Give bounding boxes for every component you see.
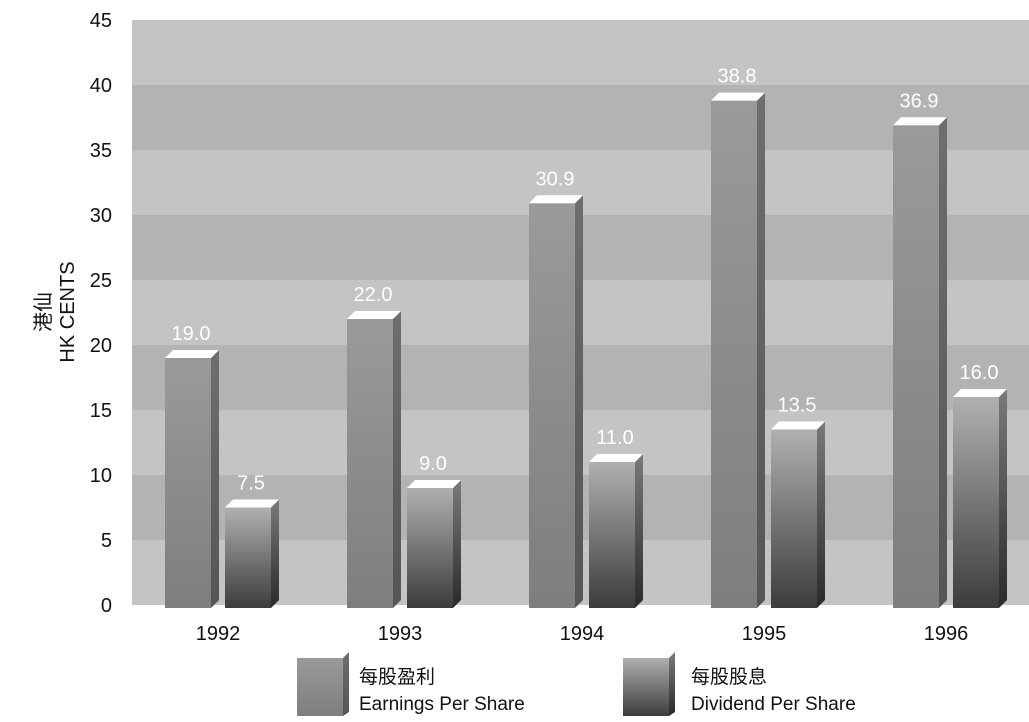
x-axis-ticks: 1992 1993 1994 1995 1996 bbox=[196, 623, 969, 645]
y-tick-label: 45 bbox=[90, 10, 112, 32]
bar-top bbox=[711, 92, 765, 101]
y-tick-label: 0 bbox=[101, 595, 112, 617]
y-tick-label: 5 bbox=[101, 530, 112, 552]
bar-side bbox=[453, 480, 461, 608]
y-tick-label: 40 bbox=[90, 75, 112, 97]
y-axis-label-en: HK CENTS bbox=[57, 261, 79, 362]
legend-swatch-eps-side bbox=[343, 652, 349, 716]
bar bbox=[893, 125, 939, 609]
bar-side bbox=[757, 92, 765, 609]
bar-side bbox=[939, 117, 947, 609]
y-axis-ticks: 0 5 10 15 20 25 30 35 40 45 bbox=[90, 10, 112, 617]
legend-item-dps: 每股股息 Dividend Per Share bbox=[623, 652, 856, 716]
bar bbox=[529, 203, 575, 609]
y-tick-label: 10 bbox=[90, 465, 112, 487]
x-tick-label: 1993 bbox=[378, 623, 423, 645]
bar bbox=[953, 397, 999, 608]
bar-side bbox=[211, 350, 219, 608]
data-label: 13.5 bbox=[778, 395, 817, 417]
grid-band bbox=[132, 20, 1029, 85]
data-label: 7.5 bbox=[237, 473, 265, 495]
data-label: 30.9 bbox=[536, 168, 575, 190]
grid-band bbox=[132, 85, 1029, 150]
bar bbox=[347, 319, 393, 608]
y-tick-label: 35 bbox=[90, 140, 112, 162]
bar-top bbox=[589, 454, 643, 462]
legend-label-eps-en: Earnings Per Share bbox=[359, 694, 525, 715]
bar bbox=[407, 488, 453, 608]
bar-side bbox=[575, 195, 583, 609]
bar-side bbox=[393, 311, 401, 608]
y-tick-label: 30 bbox=[90, 205, 112, 227]
bar-top bbox=[407, 480, 461, 488]
bar-side bbox=[635, 454, 643, 608]
bar-side bbox=[999, 389, 1007, 608]
bar bbox=[771, 429, 817, 608]
y-tick-label: 15 bbox=[90, 400, 112, 422]
legend-swatch-dps-side bbox=[669, 652, 675, 716]
bar-top bbox=[225, 499, 279, 508]
data-label: 19.0 bbox=[172, 323, 211, 345]
bar-top bbox=[771, 421, 825, 430]
legend-swatch-dps bbox=[623, 658, 669, 716]
bar-side bbox=[271, 499, 279, 608]
x-tick-label: 1992 bbox=[196, 623, 241, 645]
legend: 每股盈利 Earnings Per Share 每股股息 Dividend Pe… bbox=[297, 652, 856, 716]
data-label: 36.9 bbox=[900, 90, 939, 112]
data-label: 16.0 bbox=[960, 362, 999, 384]
bar bbox=[165, 358, 211, 608]
bars: 19.0 7.5 22.0 9.0 30.9 11.0 38.8 13.5 36.9 16.0 bbox=[165, 66, 1007, 609]
x-tick-label: 1995 bbox=[742, 623, 787, 645]
bar-top bbox=[529, 195, 583, 204]
data-label: 38.8 bbox=[718, 66, 757, 88]
legend-swatch-eps bbox=[297, 658, 343, 716]
bar-top bbox=[165, 350, 219, 358]
legend-label-dps-en: Dividend Per Share bbox=[691, 694, 856, 715]
data-label: 9.0 bbox=[419, 453, 447, 475]
bar-top bbox=[893, 117, 947, 126]
x-tick-label: 1994 bbox=[560, 623, 605, 645]
y-axis-label: 港仙 HK CENTS bbox=[32, 261, 79, 362]
y-tick-label: 20 bbox=[90, 335, 112, 357]
legend-item-eps: 每股盈利 Earnings Per Share bbox=[297, 652, 525, 716]
y-tick-label: 25 bbox=[90, 270, 112, 292]
data-label: 11.0 bbox=[596, 427, 633, 449]
bar-top bbox=[347, 311, 401, 319]
x-tick-label: 1996 bbox=[924, 623, 969, 645]
bar bbox=[711, 100, 757, 608]
bar bbox=[225, 507, 271, 608]
legend-label-eps-zh: 每股盈利 bbox=[359, 666, 435, 688]
y-axis-label-zh: 港仙 bbox=[32, 292, 55, 332]
bar-top bbox=[953, 389, 1007, 397]
data-label: 22.0 bbox=[354, 284, 393, 306]
legend-label-dps-zh: 每股股息 bbox=[691, 666, 767, 688]
bar bbox=[589, 462, 635, 608]
bar-side bbox=[817, 421, 825, 608]
